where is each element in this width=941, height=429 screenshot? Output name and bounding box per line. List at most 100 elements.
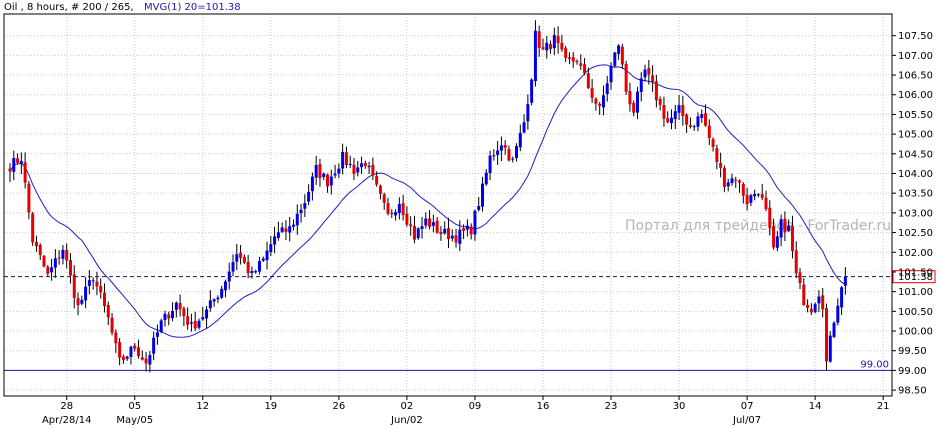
candle-body — [605, 83, 609, 95]
candle-body — [231, 262, 235, 272]
candle-body — [382, 194, 386, 203]
candle-body — [341, 151, 345, 169]
candle-body — [692, 126, 696, 128]
candle-body — [159, 320, 163, 333]
candle — [401, 194, 405, 221]
candle-body — [794, 250, 798, 274]
candle-body — [688, 125, 692, 127]
candle — [515, 143, 519, 162]
candle — [564, 45, 568, 63]
candle — [541, 38, 545, 51]
candle-body — [583, 64, 587, 74]
y-tick-label: 105.50 — [898, 110, 933, 121]
candle-body — [46, 266, 50, 274]
candle — [575, 59, 579, 65]
candle — [545, 35, 549, 59]
candle-body — [178, 303, 182, 310]
x-tick-label: 19 — [264, 401, 277, 412]
candle — [753, 189, 757, 201]
candle-body — [704, 113, 708, 126]
candle-body — [424, 218, 428, 226]
candle-body — [38, 244, 42, 256]
candle-body — [560, 42, 564, 50]
candle-body — [843, 276, 847, 286]
candle-body — [106, 304, 110, 318]
candle-body — [193, 320, 197, 329]
candle — [730, 173, 734, 186]
candle — [704, 104, 708, 127]
candle-body — [499, 145, 503, 151]
candle-body — [8, 168, 12, 172]
candle — [617, 44, 621, 60]
candle-body — [779, 219, 783, 238]
candle — [843, 267, 847, 295]
candle — [824, 303, 828, 371]
candle-body — [590, 87, 594, 98]
candle — [741, 182, 745, 204]
candle-body — [401, 203, 405, 215]
candle — [522, 114, 526, 134]
x-tick-label: 14 — [809, 401, 822, 412]
candle — [193, 311, 197, 332]
candle — [16, 153, 20, 165]
candle — [76, 292, 80, 316]
candle — [382, 192, 386, 210]
candle-body — [103, 292, 106, 307]
candle — [106, 301, 110, 326]
candle-body — [186, 316, 190, 325]
x-tick-label: 30 — [673, 401, 686, 412]
candle-body — [598, 103, 602, 106]
candle — [239, 244, 243, 265]
candle — [511, 156, 515, 163]
candle-body — [696, 116, 700, 127]
candle-body — [639, 78, 643, 92]
candle — [337, 163, 341, 179]
candle — [465, 219, 469, 237]
candle-body — [299, 209, 303, 214]
candle — [220, 285, 224, 299]
candle — [647, 59, 651, 85]
candle-body — [435, 220, 439, 233]
candle-body — [549, 44, 553, 50]
candle-body — [318, 164, 322, 179]
candle — [832, 321, 836, 339]
candle — [477, 196, 481, 212]
candle-body — [197, 320, 201, 328]
candle-body — [469, 226, 473, 235]
y-tick-label: 105.00 — [898, 130, 933, 141]
candle-body — [344, 152, 348, 165]
candle — [654, 74, 658, 108]
candle-body — [420, 226, 424, 230]
candle — [360, 156, 364, 175]
y-tick-label: 103.50 — [898, 189, 933, 200]
candle — [42, 254, 46, 268]
candle-body — [121, 356, 125, 361]
candle-body — [378, 185, 382, 194]
candle — [341, 143, 345, 175]
candle — [738, 179, 742, 193]
candle-body — [375, 175, 379, 185]
candle — [318, 158, 322, 187]
candle — [223, 279, 227, 298]
candle — [284, 220, 288, 241]
candle-body — [571, 57, 575, 62]
y-tick-label: 101.00 — [898, 287, 933, 298]
candle — [68, 253, 72, 284]
candle-body — [647, 68, 651, 75]
candle — [537, 25, 541, 57]
candle-body — [31, 213, 35, 243]
candle-body — [530, 79, 534, 103]
y-tick-label: 102.00 — [898, 248, 933, 259]
candle-body — [189, 322, 193, 324]
candle-body — [61, 249, 65, 259]
candle-body — [280, 227, 284, 232]
candle — [526, 94, 530, 130]
candle-body — [412, 226, 416, 240]
candle — [235, 243, 239, 271]
candle-body — [473, 210, 477, 235]
candle — [443, 221, 447, 235]
candle — [280, 222, 284, 233]
candle — [397, 197, 401, 220]
candle — [688, 117, 692, 129]
